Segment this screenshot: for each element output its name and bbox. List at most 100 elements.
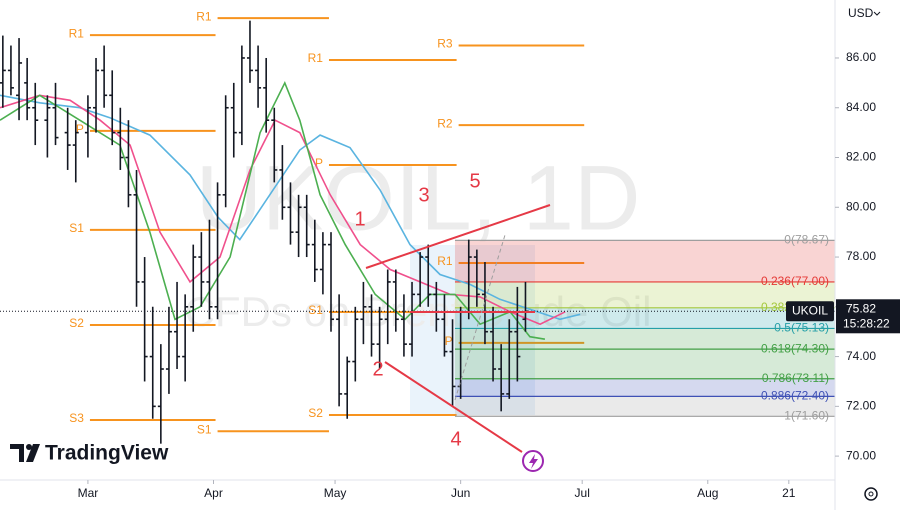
ohlc-bar	[336, 294, 343, 407]
ohlc-bar	[133, 169, 140, 307]
wave-label: 5	[469, 170, 480, 192]
countdown: 15:28:22	[843, 316, 890, 330]
ohlc-bar	[141, 257, 148, 382]
ohlc-bar	[93, 57, 100, 133]
ohlc-bar	[157, 344, 164, 444]
ohlc-bar	[64, 107, 71, 170]
ohlc-bar	[360, 281, 367, 345]
x-tick-label: May	[324, 486, 347, 500]
ohlc-bar	[409, 281, 416, 357]
settings-gear	[868, 491, 874, 497]
currency[interactable]: USD	[848, 6, 874, 20]
ohlc-bar	[376, 306, 383, 370]
ohlc-bar	[514, 286, 521, 382]
ohlc-bar	[263, 57, 270, 133]
ohlc-bar	[255, 45, 262, 108]
pivot-label: R1	[196, 9, 212, 23]
wave-label: 3	[418, 184, 429, 206]
x-tick-label: Aug	[697, 486, 718, 500]
pivot-label: R1	[308, 51, 324, 65]
ohlc-bar	[279, 145, 286, 220]
volume-profile-area	[410, 245, 535, 415]
pivot-label: R2	[437, 116, 453, 130]
ohlc-bar	[246, 20, 253, 83]
ohlc-bar	[24, 57, 31, 121]
ohlc-bar	[319, 232, 326, 295]
ohlc-bar	[16, 38, 23, 121]
ohlc-bar	[498, 344, 505, 412]
ohlc-bar	[506, 319, 513, 399]
y-tick-label: 80.00	[846, 199, 876, 213]
fib-zone	[454, 328, 835, 350]
fib-trend-line	[454, 234, 506, 401]
ohlc-bar	[44, 95, 51, 158]
pivot-label: P	[76, 122, 84, 136]
ohlc-bar	[101, 45, 108, 108]
ohlc-bar	[222, 95, 229, 208]
ohlc-bar	[295, 194, 302, 258]
wave-label: 4	[450, 428, 461, 450]
pivot-label: P	[445, 334, 453, 348]
ohlc-bar	[230, 82, 237, 158]
x-tick-label: Jun	[451, 486, 470, 500]
ohlc-bar	[109, 70, 116, 146]
fib-label: 1(71.60)	[784, 408, 829, 422]
currency-chevron[interactable]	[873, 11, 881, 16]
y-tick-label: 74.00	[846, 349, 876, 363]
brand: TradingView	[45, 442, 169, 465]
axis-layer: 70.0072.0074.0076.0078.0080.0082.0084.00…	[78, 50, 900, 500]
fib-label: 0.236(77.00)	[761, 274, 829, 288]
ohlc-bar	[238, 45, 245, 146]
fib-zone	[454, 349, 835, 379]
price-axis	[835, 0, 900, 510]
ohlc-bar	[84, 95, 91, 158]
symbol-tag-text: UKOIL	[792, 303, 828, 317]
ohlc-bar	[441, 294, 448, 357]
pivot-label: S2	[69, 316, 84, 330]
settings-icon[interactable]	[864, 487, 878, 501]
fib-label: 0.886(72.40)	[761, 389, 829, 403]
trend-line	[365, 204, 551, 269]
ohlc-bar	[352, 306, 359, 382]
ohlc-bar	[425, 244, 432, 307]
fib-zone	[454, 240, 835, 282]
x-tick-label: Mar	[78, 486, 99, 500]
ohlc-bar	[52, 82, 59, 146]
ohlc-bar	[328, 232, 335, 332]
ohlc-bar	[449, 319, 456, 407]
wave-label: 2	[372, 358, 383, 380]
ohlc-bar	[473, 249, 480, 307]
ohlc-bar	[392, 269, 399, 332]
alert-bolt	[529, 454, 538, 469]
y-tick-label: 78.00	[846, 249, 876, 263]
y-tick-label: 72.00	[846, 399, 876, 413]
pivot-label: S3	[69, 411, 84, 425]
settings-gear[interactable]	[864, 487, 878, 501]
ohlc-bar	[490, 306, 497, 382]
logo-mark	[10, 444, 24, 462]
trend-line	[384, 361, 523, 453]
moving-average	[0, 94, 566, 326]
x-tick-label: Apr	[204, 486, 223, 500]
ohlc-bar	[303, 194, 310, 258]
ohlc-bar	[182, 294, 189, 382]
pivot-label: R1	[69, 26, 85, 40]
ohlc-bar	[72, 120, 79, 183]
fib-zone	[454, 378, 835, 397]
ohlc-bar	[368, 294, 375, 357]
annotation-lines	[365, 204, 551, 453]
y-tick-label: 70.00	[846, 448, 876, 462]
ohlc-bar	[311, 219, 318, 282]
fib-label: 0.5(75.13)	[774, 321, 829, 335]
fib-zone	[454, 396, 835, 417]
alert-icon[interactable]	[522, 450, 544, 472]
fib-label: 0.786(73.11)	[762, 371, 829, 385]
ohlc-bar	[214, 182, 221, 320]
y-tick-label: 86.00	[846, 50, 876, 64]
ohlc-bar	[400, 294, 407, 357]
wave-label: 1	[354, 208, 365, 230]
ohlc-bar	[287, 182, 294, 245]
ohlc-bar	[481, 262, 488, 345]
